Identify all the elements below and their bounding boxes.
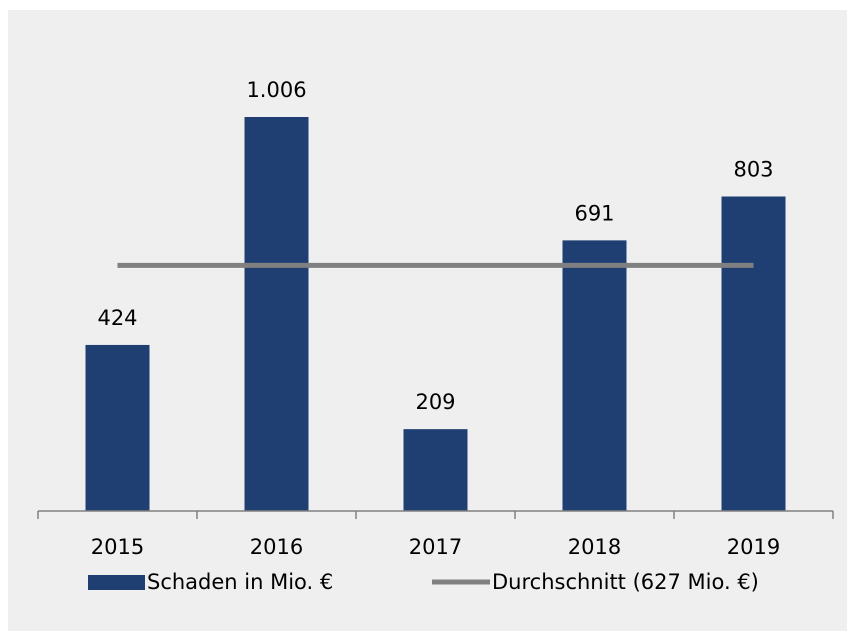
bar [244,117,309,511]
x-tick-label: 2019 [727,535,780,559]
value-label: 209 [415,390,455,414]
value-label: 691 [574,201,614,225]
x-tick-label: 2017 [409,535,462,559]
value-label: 424 [97,306,137,330]
bar [721,196,786,511]
legend-label: Durchschnitt (627 Mio. €) [492,570,759,594]
x-tick-label: 2018 [568,535,621,559]
bar [85,344,150,511]
legend-swatch [88,575,145,590]
value-label: 803 [733,158,773,182]
x-tick-label: 2016 [250,535,303,559]
chart-background [8,10,847,631]
value-label: 1.006 [246,78,306,102]
legend-label: Schaden in Mio. € [147,570,333,594]
x-tick-label: 2015 [91,535,144,559]
bar [562,240,627,511]
bar [403,429,468,511]
